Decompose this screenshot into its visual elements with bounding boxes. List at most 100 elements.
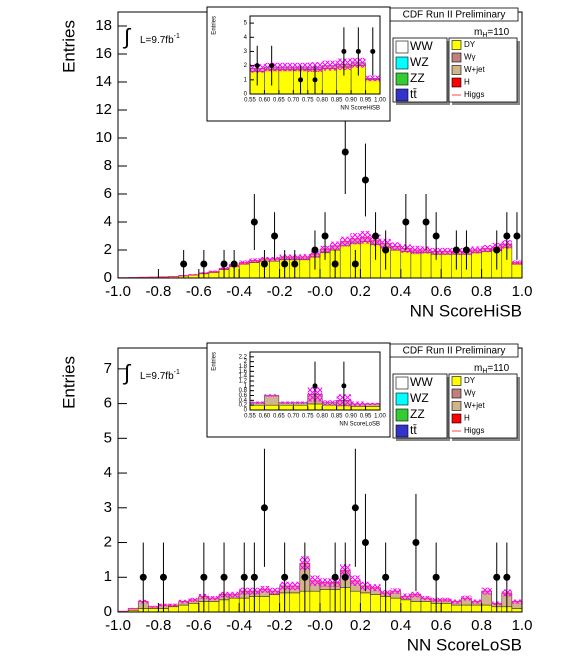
- legend-label: Wγ: [464, 389, 476, 398]
- uncertainty-band: [178, 599, 189, 604]
- data-point: [291, 260, 299, 268]
- x-tick-label: 0.65: [273, 414, 285, 420]
- y-tick-label: 1.4: [239, 374, 248, 380]
- legend-swatch: [451, 376, 462, 386]
- lumi-text: L=9.7fb: [140, 371, 174, 382]
- stack-bar: [420, 252, 432, 279]
- uncertainty-band: [269, 587, 280, 595]
- uncertainty-band: [168, 276, 179, 278]
- y-tick-label: 1: [104, 568, 112, 585]
- data-point: [139, 573, 147, 581]
- y-tick-label: 16: [95, 45, 112, 62]
- data-point: [250, 218, 258, 226]
- uncertainty-band: [289, 581, 300, 591]
- legend-label: WZ: [410, 391, 429, 405]
- x-tick-label: 1.0: [512, 617, 533, 634]
- lumi-sup: -1: [174, 33, 180, 40]
- uncertainty-band: [249, 258, 260, 263]
- stack-bar: [249, 404, 265, 411]
- data-point: [355, 48, 361, 54]
- legend-swatch: [395, 88, 409, 102]
- uncertainty-band: [400, 593, 411, 600]
- y-tick-label: 6: [104, 395, 112, 412]
- data-point: [341, 48, 347, 54]
- uncertainty-band: [148, 276, 159, 278]
- y-tick-label: 0: [104, 269, 112, 286]
- y-tick-label: 8: [104, 157, 112, 174]
- data-point: [341, 383, 347, 389]
- stack-bar: [390, 597, 402, 613]
- data-point: [312, 77, 318, 83]
- x-tick-label: 0.8: [471, 283, 492, 300]
- uncertainty-band: [309, 575, 320, 586]
- data-point: [260, 260, 268, 268]
- data-point: [301, 573, 309, 581]
- data-point: [402, 218, 410, 226]
- uncertainty-band: [451, 599, 462, 604]
- y-tick-label: 0.4: [239, 398, 248, 404]
- stack-bar: [208, 272, 220, 279]
- stack-bar: [264, 404, 280, 411]
- x-tick-label: 0.80: [316, 98, 328, 104]
- uncertainty-band: [278, 62, 294, 72]
- stack-bar: [365, 79, 381, 95]
- x-axis-title: NN ScoreHiSB: [410, 301, 522, 320]
- data-point: [321, 232, 329, 240]
- y-tick-label: 1.8: [239, 364, 248, 370]
- data-point: [180, 260, 188, 268]
- uncertainty-band: [320, 578, 331, 587]
- uncertainty-band: [511, 260, 522, 265]
- stack-bar: [319, 589, 331, 613]
- stack-bar: [299, 259, 311, 279]
- x-tick-label: 1.00: [374, 414, 386, 420]
- uncertainty-band: [264, 394, 279, 397]
- mass-text: m: [474, 363, 482, 374]
- x-tick-label: 0.65: [273, 98, 285, 104]
- x-tick-label: 0.6: [431, 617, 452, 634]
- data-point: [513, 232, 521, 240]
- uncertainty-band: [350, 575, 361, 586]
- stack-bar: [208, 601, 220, 613]
- uncertainty-band: [322, 400, 337, 406]
- y-tick-label: 2: [244, 359, 248, 365]
- stack-bar: [370, 594, 381, 613]
- data-point: [281, 260, 289, 268]
- y-tick-label: 2: [104, 241, 112, 258]
- x-tick-label: -1.0: [105, 283, 131, 300]
- data-point: [503, 232, 511, 240]
- legend-swatch: [395, 376, 409, 390]
- stack-bar: [249, 262, 260, 279]
- uncertainty-band: [390, 588, 401, 594]
- y-axis-title: Entries: [212, 352, 218, 371]
- y-axis-title: Entries: [59, 20, 78, 73]
- y-tick-label: 14: [95, 73, 112, 90]
- stack-bar: [148, 608, 159, 613]
- data-point: [269, 63, 275, 69]
- stack-bar: [511, 608, 523, 613]
- x-axis-title: NN ScoreLoSB: [407, 635, 522, 654]
- x-tick-label: 0.85: [331, 414, 343, 420]
- y-tick-label: 0.6: [239, 393, 248, 399]
- y-tick-label: 5: [104, 429, 112, 446]
- stack-bar: [481, 251, 492, 279]
- uncertainty-band: [330, 241, 341, 250]
- stack-bar: [228, 597, 240, 613]
- stack-bar: [360, 241, 371, 279]
- x-tick-label: 1.0: [512, 283, 533, 300]
- mass-rest: =110: [487, 363, 509, 374]
- data-point: [254, 63, 260, 69]
- data-point: [341, 573, 349, 581]
- x-tick-label: 0.75: [302, 98, 314, 104]
- stack-bar: [410, 601, 422, 613]
- x-tick-label: -1.0: [105, 617, 131, 634]
- stack-bar: [168, 606, 179, 613]
- uncertainty-band: [360, 231, 371, 244]
- y-tick-label: 4: [244, 35, 248, 41]
- mass-label: mH=110: [474, 363, 510, 375]
- uncertainty-band: [481, 245, 492, 253]
- x-tick-label: 0.85: [331, 98, 343, 104]
- stack-bar: [293, 404, 309, 411]
- uncertainty-band: [138, 277, 149, 278]
- data-point: [493, 573, 501, 581]
